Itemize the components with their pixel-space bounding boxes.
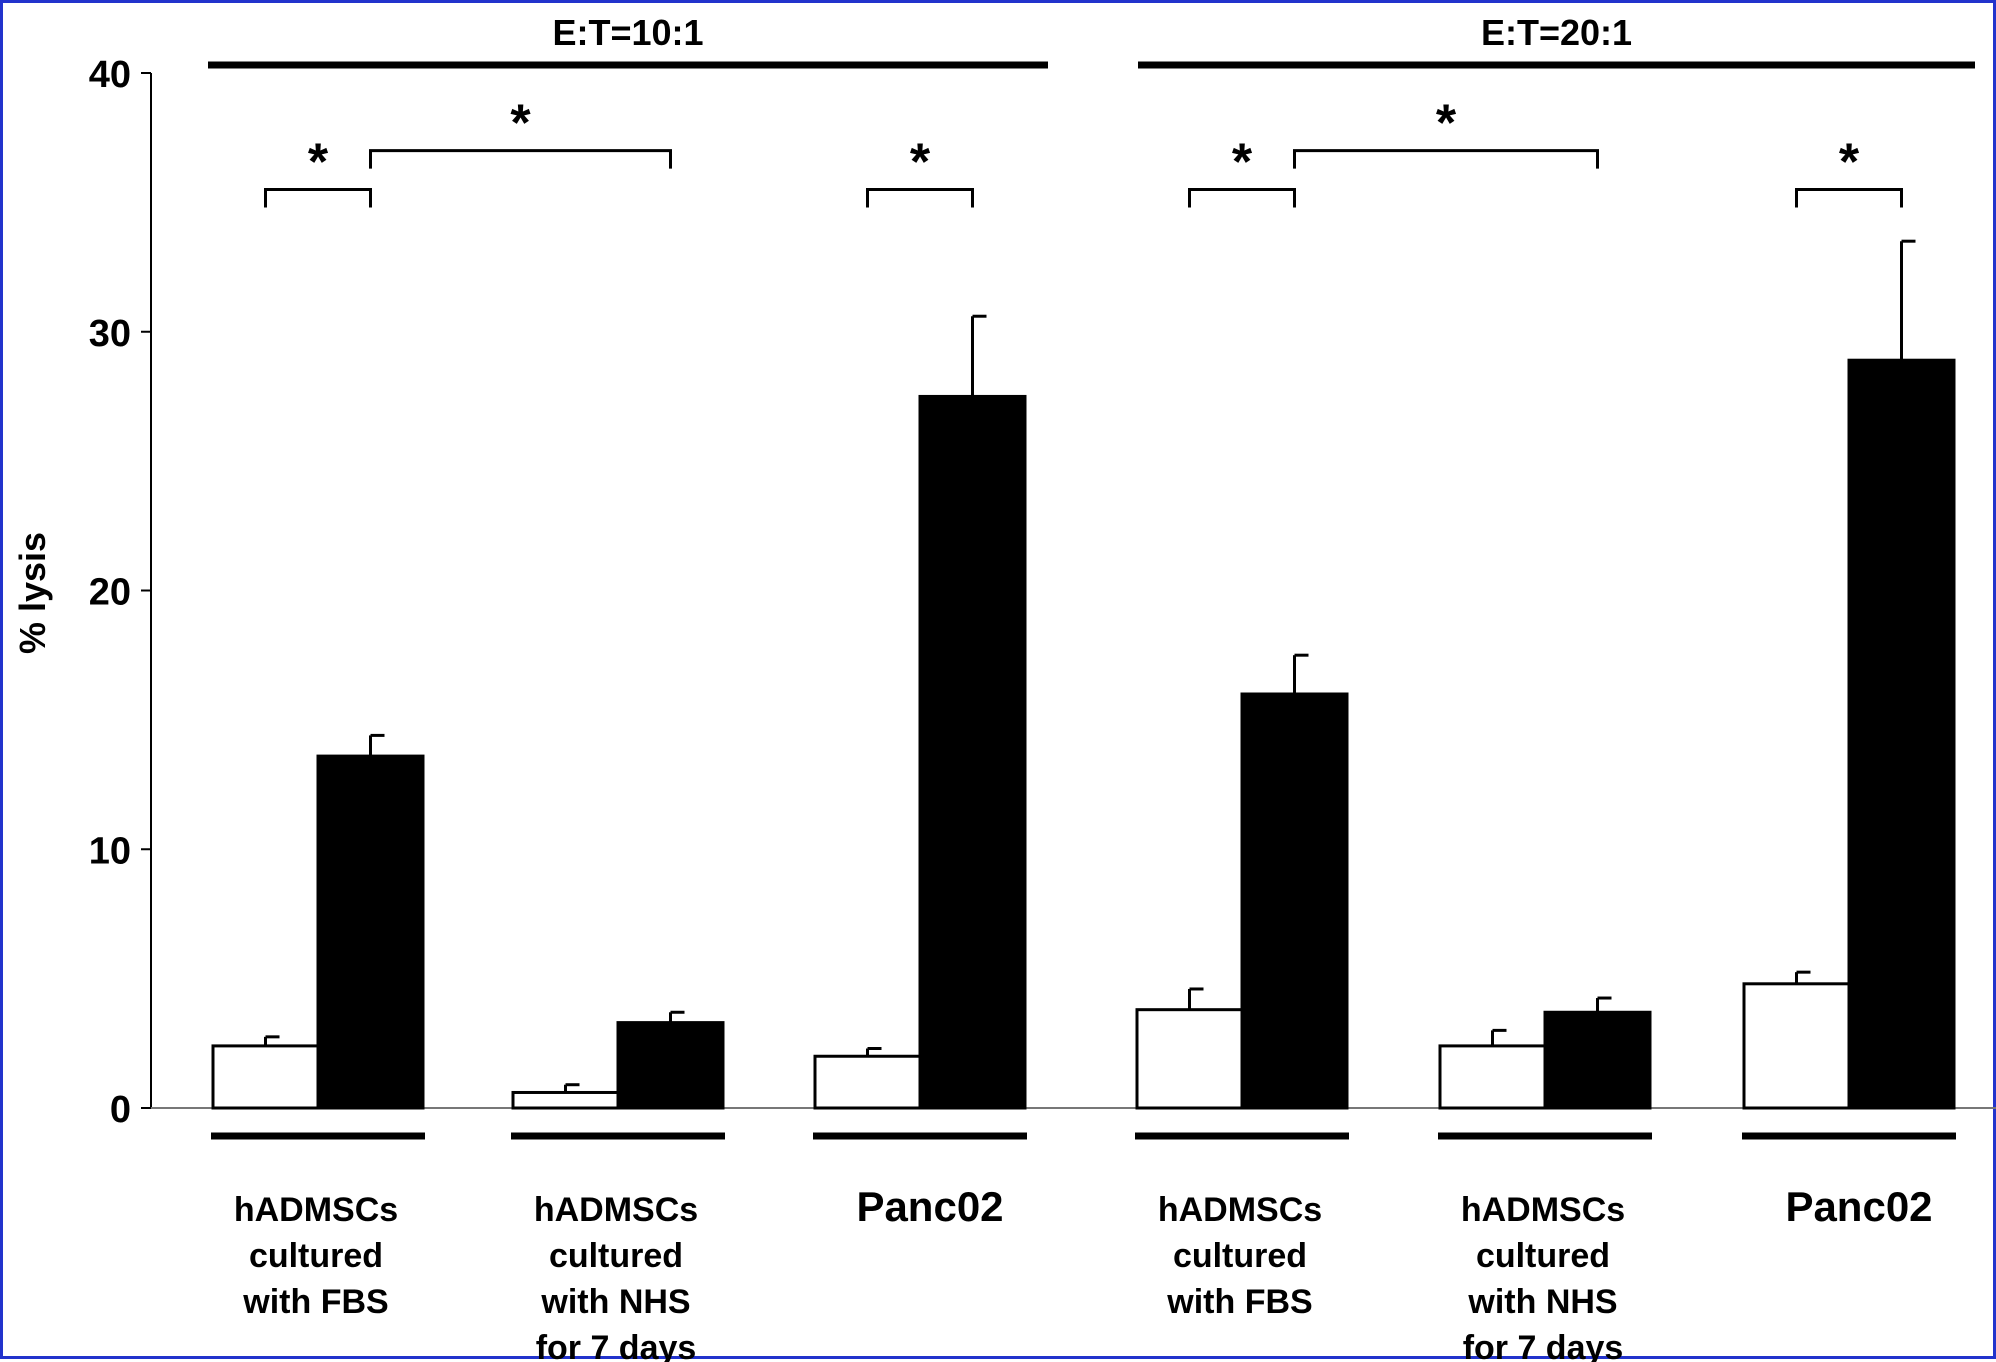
- bar: [511, 1090, 620, 1110]
- bar: [918, 394, 1027, 1110]
- bar: [211, 1044, 320, 1110]
- category-label: Panc02: [1785, 1183, 1932, 1230]
- category-label: with FBS: [242, 1283, 388, 1321]
- category-label: Panc02: [856, 1183, 1003, 1230]
- y-tick-label: 20: [89, 572, 131, 614]
- category-label: cultured: [549, 1237, 683, 1275]
- bar: [616, 1021, 725, 1110]
- y-tick-label: 0: [110, 1089, 131, 1131]
- category-label: cultured: [1476, 1237, 1610, 1275]
- significance-star: *: [910, 133, 931, 191]
- bar: [1742, 982, 1851, 1110]
- category-label: with NHS: [1467, 1283, 1617, 1321]
- category-label: hADMSCs: [1158, 1191, 1322, 1229]
- bar: [1240, 692, 1349, 1110]
- y-tick-label: 10: [89, 830, 131, 872]
- category-label: cultured: [1173, 1237, 1307, 1275]
- significance-bracket: [369, 149, 672, 169]
- category-label: hADMSCs: [234, 1191, 398, 1229]
- significance-bracket: [1293, 149, 1599, 169]
- bar: [1543, 1010, 1652, 1110]
- significance-star: *: [510, 95, 531, 153]
- y-tick-label: 40: [89, 54, 131, 96]
- category-label: for 7 days: [1463, 1329, 1624, 1362]
- group-label: E:T=20:1: [1481, 12, 1632, 53]
- category-label: cultured: [249, 1237, 383, 1275]
- y-axis-label: % lysis: [12, 532, 53, 654]
- category-label: hADMSCs: [1461, 1191, 1625, 1229]
- y-tick-label: 30: [89, 313, 131, 355]
- bar: [1847, 358, 1956, 1110]
- bar-chart: 0 10 20 30 40 % lysis E:T=10:1 hADMSCs cultured w…: [12, 12, 1996, 1362]
- significance-star: *: [308, 133, 329, 191]
- bar: [813, 1054, 922, 1110]
- significance-bracket: [264, 187, 372, 208]
- group-label: E:T=10:1: [552, 12, 703, 53]
- category-label: for 7 days: [536, 1329, 697, 1362]
- significance-star: *: [1232, 133, 1253, 191]
- category-label: with NHS: [540, 1283, 690, 1321]
- category-label: with FBS: [1166, 1283, 1312, 1321]
- bar: [316, 754, 425, 1110]
- significance-bracket: [1795, 187, 1903, 208]
- bar: [1135, 1008, 1244, 1110]
- significance-star: *: [1839, 133, 1860, 191]
- significance-bracket: [1188, 187, 1296, 208]
- significance-bracket: [866, 187, 974, 208]
- bar: [1438, 1044, 1547, 1110]
- category-label: hADMSCs: [534, 1191, 698, 1229]
- significance-star: *: [1436, 95, 1457, 153]
